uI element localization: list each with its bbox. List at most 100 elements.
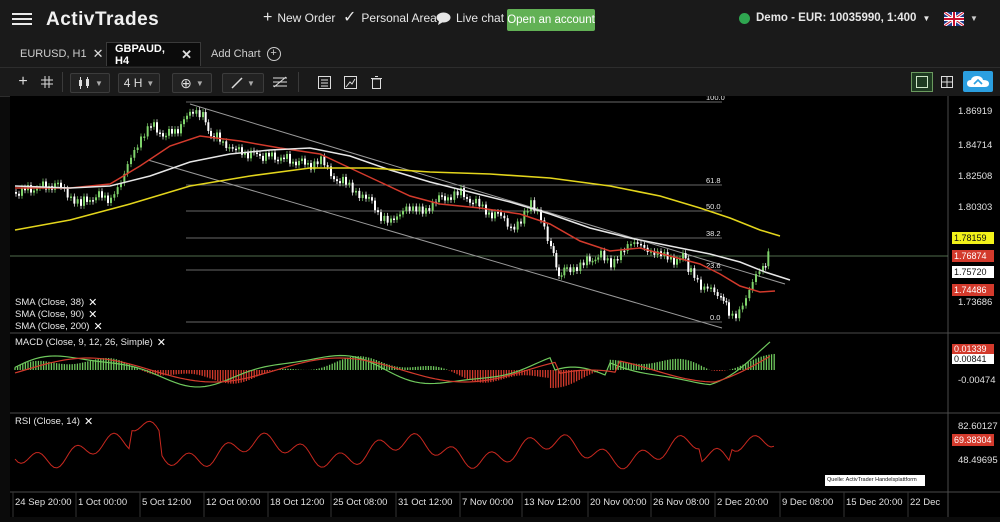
chart-area[interactable]: 1.869191.847141.825081.803031.780981.758… [10,93,1000,517]
live-chat-button[interactable]: Live chat [436,11,504,25]
candle-body [60,182,62,188]
remove-indicator-icon[interactable]: ✕ [88,297,98,309]
hamburger-menu-icon[interactable] [12,10,32,28]
candle-body [579,262,582,271]
candle-body [24,187,26,191]
remove-indicator-icon[interactable]: ✕ [83,416,94,428]
single-layout-button[interactable] [911,72,933,92]
candle-body [600,250,602,258]
candle-body [274,152,276,160]
screenshot-icon[interactable] [342,73,358,91]
object-tree-icon[interactable] [316,73,332,91]
trash-icon[interactable] [369,73,383,91]
remove-indicator-icon[interactable]: ✕ [93,321,103,333]
sma-38-line [15,135,776,293]
tab-gbpaud[interactable]: GBPAUD, H4 ✕ [106,42,201,67]
price-marker: 1.75720 [952,266,994,278]
rsi-tick-label: 48.49695 [958,455,998,466]
candle-body [673,256,675,265]
sma-90-line [14,147,791,281]
sma-200-legend[interactable]: SMA (Close, 200) ✕ [15,320,103,333]
candle-body [265,152,267,161]
candle-body [216,132,218,139]
grid-icon[interactable] [40,73,54,91]
candle-body [283,157,285,160]
candle-body [298,160,300,166]
candle-body [687,258,690,272]
candle-body [73,196,76,204]
uk-flag-icon[interactable] [944,12,964,26]
candle-body [543,220,546,227]
add-indicator-selector[interactable]: ⊕ ▼ [172,73,212,93]
candle-body [123,173,126,184]
candle-body [92,200,94,202]
toolbar-divider [62,72,63,92]
price-chart[interactable]: 1.869191.847141.825081.803031.780981.758… [10,93,1000,517]
candle-body [497,212,499,214]
sma-38-legend[interactable]: SMA (Close, 38) ✕ [15,296,97,309]
sma-90-legend[interactable]: SMA (Close, 90) ✕ [15,308,97,321]
remove-indicator-icon[interactable]: ✕ [156,337,167,349]
account-label: Demo - EUR: 10035990, 1:400 [756,12,917,24]
candle-body [171,128,173,134]
cloud-sync-button[interactable] [963,71,993,92]
line-tool-icon [231,77,243,89]
timeframe-selector[interactable]: 4 H ▼ [118,73,160,93]
crosshair-icon[interactable]: + [18,73,28,90]
close-tab-icon[interactable]: ✕ [92,46,104,61]
candle-body [225,141,228,148]
personal-area-label: Personal Area [361,11,437,25]
time-tick-label: 1 Oct 00:00 [78,497,127,508]
time-tick-label: 20 Nov 00:00 [590,497,647,508]
candle-body [159,132,161,135]
indicator-label: SMA (Close, 38) [15,297,85,308]
macd-signal-line [14,355,771,383]
candle-body [36,187,38,191]
fibonacci-tool-icon[interactable] [272,73,288,91]
time-tick-label: 5 Oct 12:00 [142,497,191,508]
price-tick-label: 1.82508 [958,171,992,182]
personal-area-button[interactable]: ✓ Personal Area [343,10,437,26]
close-tab-icon[interactable]: ✕ [181,46,192,62]
tab-eurusd[interactable]: EURUSD, H1 ✕ [12,42,112,66]
candle-body [307,163,309,165]
candle-body [95,197,97,201]
account-selector[interactable]: Demo - EUR: 10035990, 1:400 ▼ [739,12,930,24]
chart-type-selector[interactable]: ▼ [70,73,110,93]
indicator-label: SMA (Close, 90) [15,309,85,320]
candle-body [368,197,370,199]
open-account-button[interactable]: Open an account [507,9,595,31]
add-chart-button[interactable]: Add Chart + [203,42,289,66]
fib-level-label: 0.0 [710,313,720,322]
candle-body [530,200,532,212]
candle-body [156,122,158,133]
candle-body [623,250,626,253]
candle-body [546,226,549,241]
fib-level-label: 100.0 [706,96,725,102]
chart-background [10,96,1000,517]
candle-body [563,267,566,276]
candle-body [679,258,681,261]
candle-body [204,112,207,123]
candle-body [241,147,243,155]
grid-layout-button[interactable] [936,72,958,92]
rsi-marker: 69.38304 [952,434,994,446]
candle-body [286,153,288,159]
status-dot-icon [739,12,750,24]
macd-legend[interactable]: MACD (Close, 9, 12, 26, Simple) ✕ [15,336,166,349]
new-order-button[interactable]: + New Order [263,10,335,26]
cloud-icon [967,76,989,87]
candle-body [713,287,716,293]
remove-indicator-icon[interactable]: ✕ [88,309,98,321]
candle-body [30,185,32,193]
language-chevron-icon[interactable]: ▼ [970,14,978,23]
candle-body [202,112,204,118]
drawing-tool-selector[interactable]: ▼ [222,73,264,93]
candle-body [345,176,347,185]
candle-body [682,253,684,259]
candle-body [500,212,502,216]
rsi-legend[interactable]: RSI (Close, 14) ✕ [15,415,93,428]
fib-level-label: 50.0 [706,202,721,211]
candle-body [690,268,692,272]
candle-body [313,161,316,170]
